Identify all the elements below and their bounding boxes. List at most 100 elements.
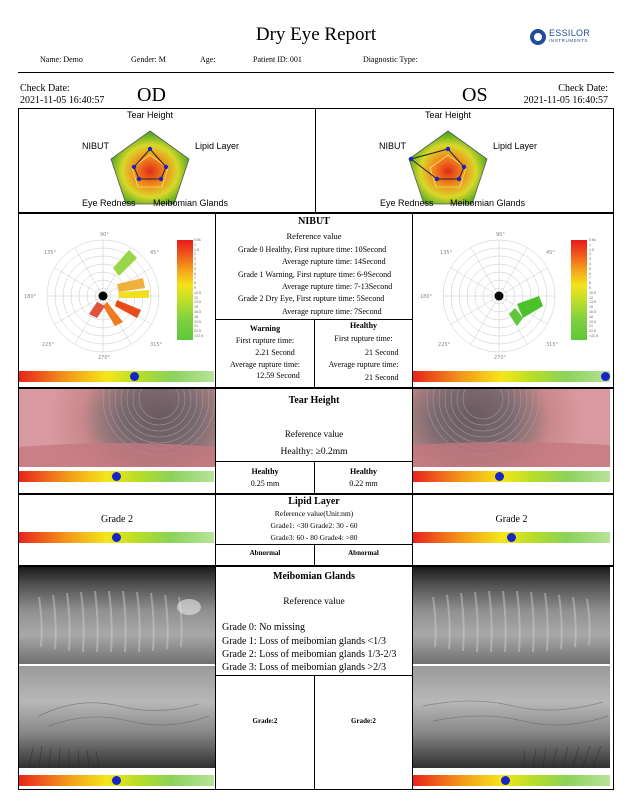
lipid-layer-section — [18, 494, 614, 566]
os-check-date: 2021-11-05 16:40:57 — [523, 95, 608, 106]
od-nibut-legend-bar — [177, 240, 193, 340]
meibomian-ref-line-4: Grade 3: Loss of meibomian glands >2/3 — [222, 662, 386, 673]
lipid-heading: Lipid Layer — [288, 496, 340, 507]
diagnostic-type: Diagnostic Type: — [363, 55, 418, 64]
od-meibo-marker — [112, 776, 121, 785]
os-nibut-polar-map: 90° 135° 180° 225° 270° 315° 45° — [420, 232, 559, 361]
os-radar-data-shape — [409, 148, 465, 180]
os-radar-label-bottom-left: Eye Redness — [380, 198, 434, 208]
od-check-date-label: Check Date: — [20, 83, 70, 94]
radar-divider — [315, 108, 316, 213]
svg-text:180°: 180° — [420, 294, 433, 300]
os-nibut-legend-ticks: 0.6s 1 1.5 2 3 4 5 6 7 8 9 10.5 12 13.5 15 16.5 18 19.5 21… — [589, 238, 599, 338]
lipid-ref-label: Reference value(Unit:nm) — [274, 509, 354, 518]
od-radar-label-bottom-right: Meibomian Glands — [153, 198, 229, 208]
svg-text:270°: 270° — [98, 355, 111, 361]
os-nibut-segment-1 — [517, 296, 543, 318]
od-tear-status: Healthy — [251, 467, 279, 476]
tear-inner-divider — [314, 461, 315, 494]
os-radar-label-bottom-right: Meibomian Glands — [450, 198, 526, 208]
svg-text:90°: 90° — [496, 232, 505, 238]
od-radar-label-right: Lipid Layer — [195, 141, 240, 151]
svg-text:180°: 180° — [24, 294, 37, 300]
os-radar-point-meibomian — [456, 176, 462, 182]
od-tear-value: 0.25 mm — [250, 479, 280, 488]
os-radar-label-top: Tear Height — [425, 110, 472, 120]
od-nibut-first-value: 2.21 Second — [255, 348, 295, 357]
od-nibut-avg-value: 12.59 Second — [256, 371, 300, 380]
od-meibo-grade: Grade:2 — [252, 717, 278, 725]
patient-gender: Gender: M — [131, 55, 166, 64]
od-nibut-segment-5 — [103, 302, 123, 326]
meibomian-ref-line-3: Grade 2: Loss of meibomian glands 1/3-2/… — [222, 649, 397, 660]
os-tear-value: 0.22 mm — [349, 479, 378, 488]
nibut-inner-divider — [314, 319, 315, 388]
os-lipid-grade: Grade 2 — [495, 514, 528, 525]
svg-text:225°: 225° — [42, 342, 55, 348]
os-tear-marker — [495, 472, 505, 481]
os-nibut-segment-2 — [509, 308, 523, 326]
os-check-date-label: Check Date: — [558, 83, 608, 94]
os-tear-bar — [413, 471, 610, 482]
meibomian-ref-label: Reference value — [283, 597, 345, 607]
tear-divider-right — [412, 388, 413, 494]
od-nibut-segment-2 — [117, 278, 145, 292]
od-check-date: 2021-11-05 16:40:57 — [20, 95, 105, 106]
meibomian-heading: Meibomian Glands — [273, 571, 355, 582]
od-radar-point-lipid — [163, 164, 169, 170]
os-nibut-first-value: 21 Second — [365, 348, 399, 357]
od-nibut-segment-4 — [115, 300, 141, 318]
patient-id: Patient ID: 001 — [253, 55, 302, 64]
od-eye-label: OD — [137, 84, 166, 106]
od-nibut-marker — [129, 372, 139, 381]
os-radar-point-tear — [445, 146, 451, 152]
meibo-divider-right — [412, 566, 413, 790]
os-nibut-marker — [601, 372, 610, 381]
lipid-divider-right — [412, 494, 413, 566]
os-nibut-center — [494, 291, 504, 301]
header-divider — [18, 72, 614, 73]
essilor-logo-icon — [530, 29, 546, 45]
od-lower-meibography — [19, 666, 215, 768]
od-radar-point-tear — [147, 146, 153, 152]
os-radar-pentagon — [408, 130, 488, 205]
nibut-divider-right — [412, 213, 413, 388]
od-radar-label-top: Tear Height — [127, 110, 174, 120]
lipid-divider-left — [215, 494, 216, 566]
svg-text:90°: 90° — [100, 232, 109, 238]
tear-divider-left — [215, 388, 216, 494]
tear-height-section — [18, 388, 614, 494]
od-lipid-marker — [112, 533, 121, 542]
od-radar-point-meibomian — [158, 176, 164, 182]
nibut-heading: NIBUT — [298, 216, 330, 227]
svg-text:45°: 45° — [546, 250, 555, 256]
od-lipid-status: Abnormal — [249, 549, 281, 557]
od-upper-meibography — [19, 567, 215, 664]
os-eye-label: OS — [462, 84, 488, 106]
os-nibut-first-label: First rupture time: — [334, 334, 393, 343]
od-radar-point-nibut — [131, 164, 137, 170]
meibomian-section — [18, 566, 614, 790]
nibut-ref-line-5: Grade 2 Dry Eye, First rupture time: 5Se… — [238, 294, 385, 303]
os-upper-meibography — [413, 567, 610, 664]
nibut-ref-label: Reference value — [286, 231, 342, 241]
os-radar-point-nibut — [408, 156, 414, 162]
od-nibut-segment-3 — [119, 290, 149, 298]
report-title: Dry Eye Report — [255, 24, 377, 45]
nibut-ref-line-1: Grade 0 Healthy, First rupture time: 10S… — [238, 245, 387, 254]
od-nibut-status: Warning — [249, 324, 281, 333]
nibut-section — [18, 213, 614, 388]
meibo-divider-left — [215, 566, 216, 790]
os-radar-point-redness — [434, 176, 440, 182]
lipid-ref-line-1: Grade1: <30 Grade2: 30 - 60 — [270, 521, 358, 530]
os-radar-label-left: NIBUT — [379, 141, 406, 151]
meibomian-ref-line-1: Grade 0: No missing — [222, 622, 306, 633]
od-nibut-legend-ticks: 0.6s 1 1.5 2 3 4 5 6 7 8 9 10.5 12 13.5 15 16.5 18 19.5 21… — [194, 238, 204, 338]
od-tear-marker — [112, 472, 121, 481]
os-tear-meniscus-photo — [413, 389, 610, 467]
svg-text:135°: 135° — [440, 250, 453, 256]
svg-text:135°: 135° — [44, 250, 57, 256]
os-meibo-bar — [413, 775, 610, 786]
os-radar-chart — [408, 130, 488, 205]
nibut-ref-line-6: Average rupture time: 7Second — [282, 307, 382, 316]
